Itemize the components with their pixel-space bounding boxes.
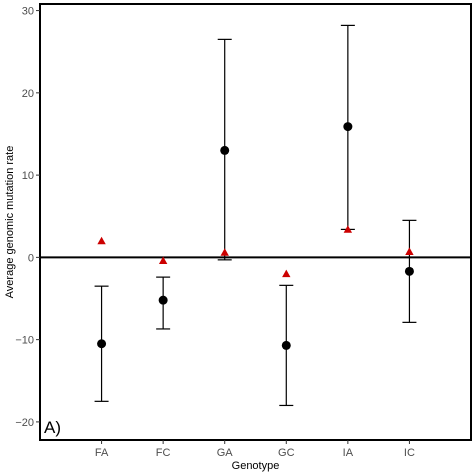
- y-tick-label: 30: [22, 6, 34, 18]
- x-tick-label: IA: [343, 447, 354, 459]
- triangle-point: [220, 248, 229, 256]
- y-tick-label: −20: [15, 417, 34, 429]
- x-tick-label: GA: [217, 447, 234, 459]
- circle-point: [220, 145, 230, 155]
- plot-area: [40, 24, 471, 407]
- x-tick-label: FC: [156, 447, 171, 459]
- y-tick-label: 10: [22, 170, 34, 182]
- triangle-point: [405, 247, 414, 255]
- y-axis-title: Average genomic mutation rate: [4, 146, 16, 299]
- circle-point: [343, 122, 353, 132]
- triangle-point: [343, 225, 353, 233]
- axes: −20 −10 0 10 20 30 FA FC GA GC IA IC: [15, 3, 472, 459]
- x-tick-label: IC: [404, 447, 415, 459]
- circle-point: [97, 339, 107, 349]
- panel-label: A): [44, 418, 61, 437]
- circle-point: [404, 266, 414, 276]
- x-tick-label: FA: [95, 447, 109, 459]
- circle-point: [158, 295, 168, 305]
- triangle-point: [282, 269, 291, 278]
- panel-border: [39, 3, 472, 441]
- circle-point: [281, 340, 291, 350]
- y-tick-label: 0: [28, 252, 34, 264]
- triangle-point: [158, 256, 168, 265]
- triangle-point: [97, 236, 106, 245]
- y-tick-label: 20: [22, 88, 34, 100]
- x-axis-title: Genotype: [232, 460, 280, 472]
- x-tick-label: GC: [278, 447, 295, 459]
- y-tick-label: −10: [15, 335, 34, 347]
